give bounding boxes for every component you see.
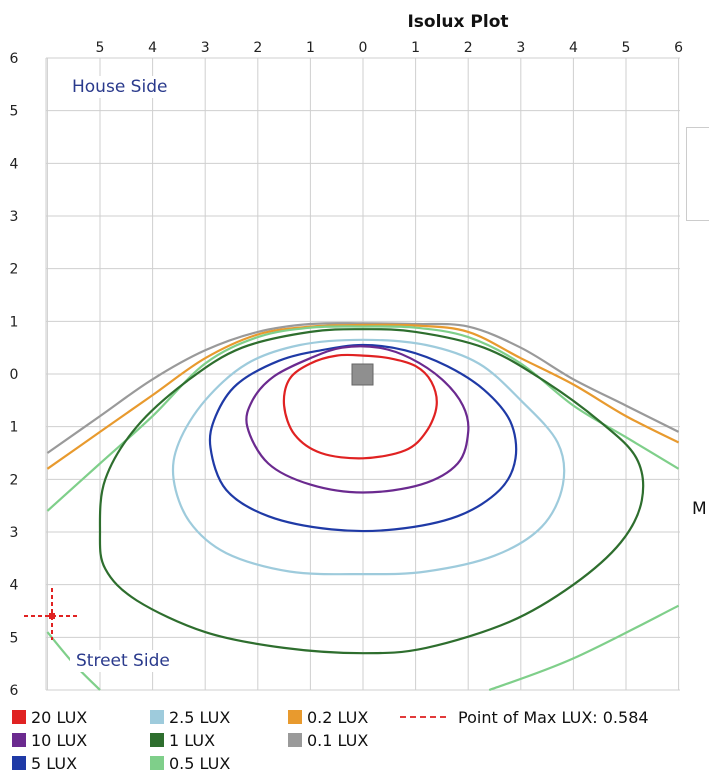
- legend-item-10-lux: 10 LUX: [12, 730, 87, 750]
- legend-item-20-lux: 20 LUX: [12, 707, 87, 727]
- x-tick-label: 2: [464, 40, 473, 56]
- legend-swatch: [288, 710, 302, 724]
- legend-label: 20 LUX: [31, 708, 87, 727]
- legend-item-0-2-lux: 0.2 LUX: [288, 707, 368, 727]
- legend-item-1-lux: 1 LUX: [150, 730, 215, 750]
- legend-label: 1 LUX: [169, 731, 215, 750]
- legend-item-5-lux: 5 LUX: [12, 753, 77, 773]
- y-tick-label: 6: [10, 51, 19, 67]
- legend-label: 5 LUX: [31, 754, 77, 773]
- chart-title: Isolux Plot: [407, 12, 508, 32]
- legend-label: 0.5 LUX: [169, 754, 230, 773]
- y-tick-label: 3: [10, 525, 19, 541]
- legend-item-0-5-lux: 0.5 LUX: [150, 753, 230, 773]
- right-edge-text: M: [692, 499, 707, 519]
- x-tick-labels: 5 4 3 2 1 0 1 2 3 4 5 6: [96, 40, 684, 56]
- x-tick-label: 3: [201, 40, 210, 56]
- legend-swatch: [150, 710, 164, 724]
- legend-max-point-label: Point of Max LUX: 0.584: [458, 708, 649, 727]
- y-tick-label: 1: [10, 314, 19, 330]
- y-tick-label: 1: [10, 420, 19, 436]
- x-tick-label: 6: [674, 40, 683, 56]
- max-point-dot: [49, 613, 55, 619]
- legend-item-max-point: Point of Max LUX: 0.584: [400, 707, 649, 727]
- legend: 20 LUX 10 LUX 5 LUX 2.5 LUX 1 LUX 0.5 LU…: [0, 703, 709, 777]
- x-tick-label: 4: [569, 40, 578, 56]
- y-tick-label: 3: [10, 209, 19, 225]
- max-point-dash-swatch: [400, 716, 446, 718]
- y-tick-label: 4: [10, 156, 19, 172]
- y-tick-label: 2: [10, 262, 19, 278]
- x-tick-label: 2: [253, 40, 262, 56]
- street-side-label: Street Side: [70, 650, 176, 672]
- x-tick-label: 5: [622, 40, 631, 56]
- legend-swatch: [12, 710, 26, 724]
- legend-swatch: [12, 733, 26, 747]
- y-tick-label: 6: [10, 683, 19, 699]
- y-tick-label: 2: [10, 472, 19, 488]
- legend-swatch: [150, 733, 164, 747]
- right-edge-panel: [686, 127, 709, 221]
- x-tick-label: 3: [516, 40, 525, 56]
- y-tick-label: 5: [10, 630, 19, 646]
- x-tick-label: 4: [148, 40, 157, 56]
- y-tick-labels: 6 5 4 3 2 1 0 1 2 3 4 5 6: [10, 51, 19, 699]
- x-tick-label: 1: [306, 40, 315, 56]
- y-tick-label: 5: [10, 104, 19, 120]
- luminaire-marker: [352, 364, 373, 385]
- x-tick-label: 1: [411, 40, 420, 56]
- legend-label: 0.1 LUX: [307, 731, 368, 750]
- x-tick-label: 5: [96, 40, 105, 56]
- house-side-label: House Side: [66, 76, 173, 98]
- legend-swatch: [12, 756, 26, 770]
- legend-label: 10 LUX: [31, 731, 87, 750]
- x-tick-label: 0: [359, 40, 368, 56]
- legend-item-0-1-lux: 0.1 LUX: [288, 730, 368, 750]
- legend-swatch: [288, 733, 302, 747]
- legend-item-2-5-lux: 2.5 LUX: [150, 707, 230, 727]
- legend-label: 2.5 LUX: [169, 708, 230, 727]
- y-tick-label: 0: [10, 367, 19, 383]
- legend-label: 0.2 LUX: [307, 708, 368, 727]
- y-tick-label: 4: [10, 578, 19, 594]
- isolux-plot: Isolux Plot 5 4 3 2 1 0 1 2 3 4 5 6 6 5 4 3 2 1 0 1 2 3 4 5 6: [0, 0, 709, 703]
- legend-swatch: [150, 756, 164, 770]
